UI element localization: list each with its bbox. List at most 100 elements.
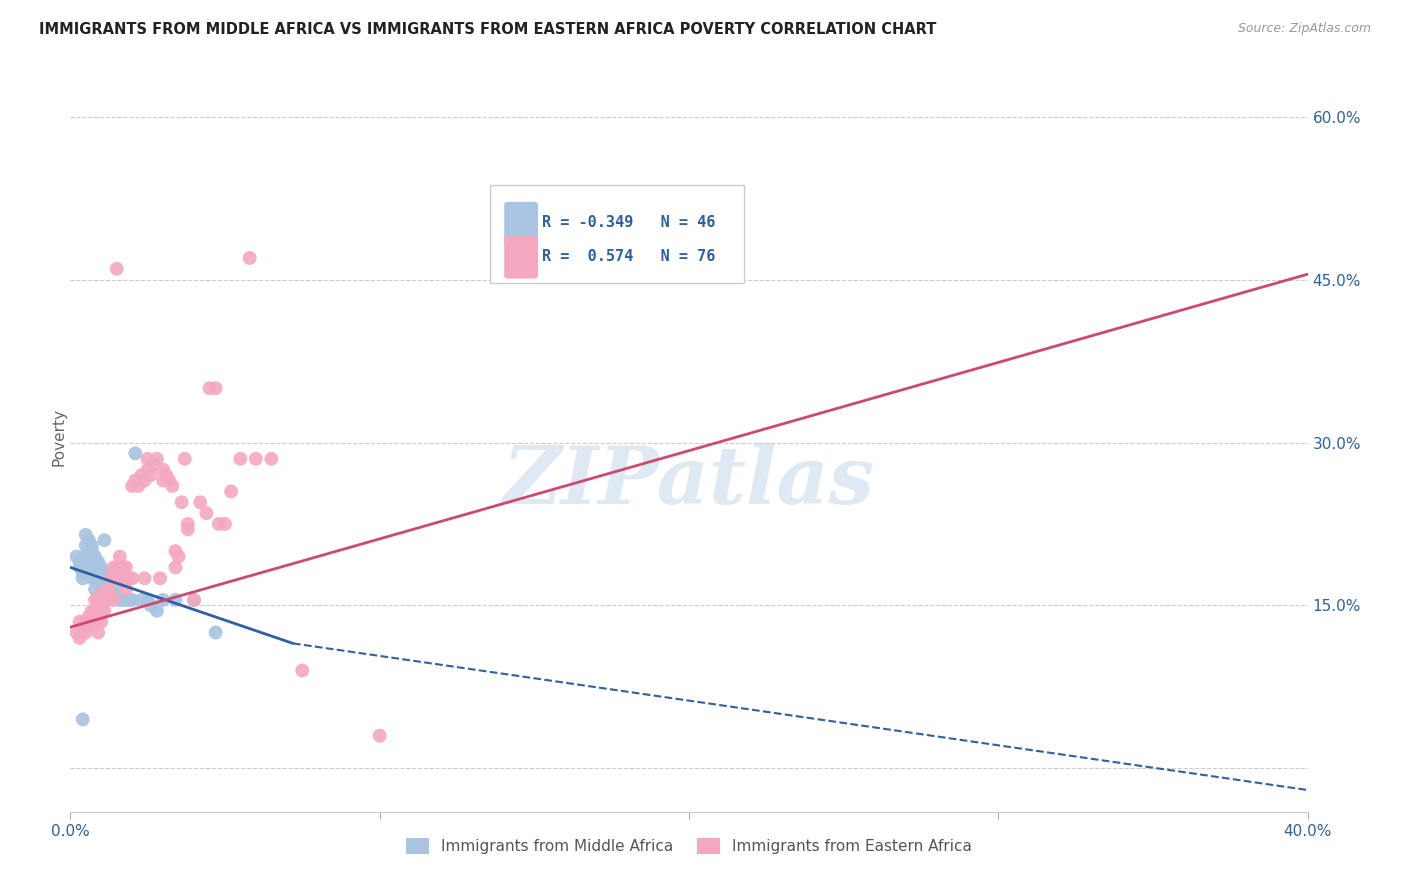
Point <box>152 593 174 607</box>
Point <box>146 604 169 618</box>
Point <box>219 484 242 499</box>
Point <box>80 544 103 558</box>
Point <box>69 555 91 569</box>
Point <box>139 468 162 483</box>
Point <box>165 560 187 574</box>
Point <box>105 582 128 596</box>
Point <box>165 593 187 607</box>
Point <box>69 560 91 574</box>
Point <box>77 560 100 574</box>
Point <box>105 571 128 585</box>
Point <box>136 463 159 477</box>
Text: ZIPatlas: ZIPatlas <box>503 443 875 521</box>
Text: Source: ZipAtlas.com: Source: ZipAtlas.com <box>1237 22 1371 36</box>
Point <box>131 593 153 607</box>
Legend: Immigrants from Middle Africa, Immigrants from Eastern Africa: Immigrants from Middle Africa, Immigrant… <box>401 832 977 860</box>
Point <box>170 495 193 509</box>
Point <box>105 560 128 574</box>
Point <box>105 261 128 276</box>
Point <box>80 549 103 564</box>
Point <box>72 566 94 580</box>
Point <box>87 593 110 607</box>
Point <box>90 615 112 629</box>
Point <box>100 571 122 585</box>
Point <box>142 457 165 471</box>
Point <box>111 571 134 585</box>
Point <box>198 381 221 395</box>
Point <box>84 582 107 596</box>
Point <box>121 593 143 607</box>
Point <box>157 474 180 488</box>
Point <box>87 555 110 569</box>
Point <box>96 566 118 580</box>
Point <box>162 479 184 493</box>
Point <box>80 615 103 629</box>
Point <box>72 713 94 727</box>
Point <box>77 620 100 634</box>
Point <box>239 251 262 265</box>
Point <box>165 544 187 558</box>
Point <box>188 495 211 509</box>
Point <box>77 533 100 548</box>
Point <box>84 571 107 585</box>
Text: R = -0.349   N = 46: R = -0.349 N = 46 <box>543 215 716 230</box>
Point <box>173 451 195 466</box>
Point <box>134 571 156 585</box>
Point <box>77 609 100 624</box>
Point <box>115 560 138 574</box>
Point <box>103 560 125 574</box>
Point <box>103 588 125 602</box>
Point <box>183 593 205 607</box>
Point <box>108 571 131 585</box>
Point <box>136 593 159 607</box>
Point <box>93 571 115 585</box>
Point <box>134 474 156 488</box>
Point <box>65 549 87 564</box>
Point <box>69 631 91 645</box>
Point <box>108 593 131 607</box>
Point <box>69 615 91 629</box>
Point <box>152 463 174 477</box>
Point <box>84 549 107 564</box>
Point <box>100 571 122 585</box>
Point <box>80 571 103 585</box>
Point <box>204 625 226 640</box>
Point <box>183 593 205 607</box>
Point <box>87 609 110 624</box>
Point <box>108 549 131 564</box>
Point <box>214 516 236 531</box>
Point <box>84 560 107 574</box>
Point <box>136 451 159 466</box>
Point <box>80 539 103 553</box>
Point <box>90 588 112 602</box>
Point <box>149 571 172 585</box>
Point <box>90 604 112 618</box>
Point <box>93 593 115 607</box>
Point <box>75 615 97 629</box>
Point <box>80 560 103 574</box>
Point <box>111 560 134 574</box>
Point <box>84 593 107 607</box>
Point <box>90 582 112 596</box>
Point <box>152 474 174 488</box>
Point <box>245 451 267 466</box>
Point <box>75 549 97 564</box>
Point <box>115 593 138 607</box>
Point <box>65 625 87 640</box>
Point <box>146 451 169 466</box>
Point <box>118 593 141 607</box>
Point <box>127 479 149 493</box>
Point <box>208 516 231 531</box>
Point <box>111 593 134 607</box>
Point <box>87 625 110 640</box>
Point <box>118 571 141 585</box>
Point <box>75 528 97 542</box>
Point <box>177 522 200 536</box>
Point <box>291 664 314 678</box>
Point <box>90 560 112 574</box>
Point <box>72 571 94 585</box>
Text: IMMIGRANTS FROM MIDDLE AFRICA VS IMMIGRANTS FROM EASTERN AFRICA POVERTY CORRELAT: IMMIGRANTS FROM MIDDLE AFRICA VS IMMIGRA… <box>39 22 936 37</box>
Point <box>229 451 252 466</box>
Point <box>84 615 107 629</box>
Point <box>260 451 283 466</box>
